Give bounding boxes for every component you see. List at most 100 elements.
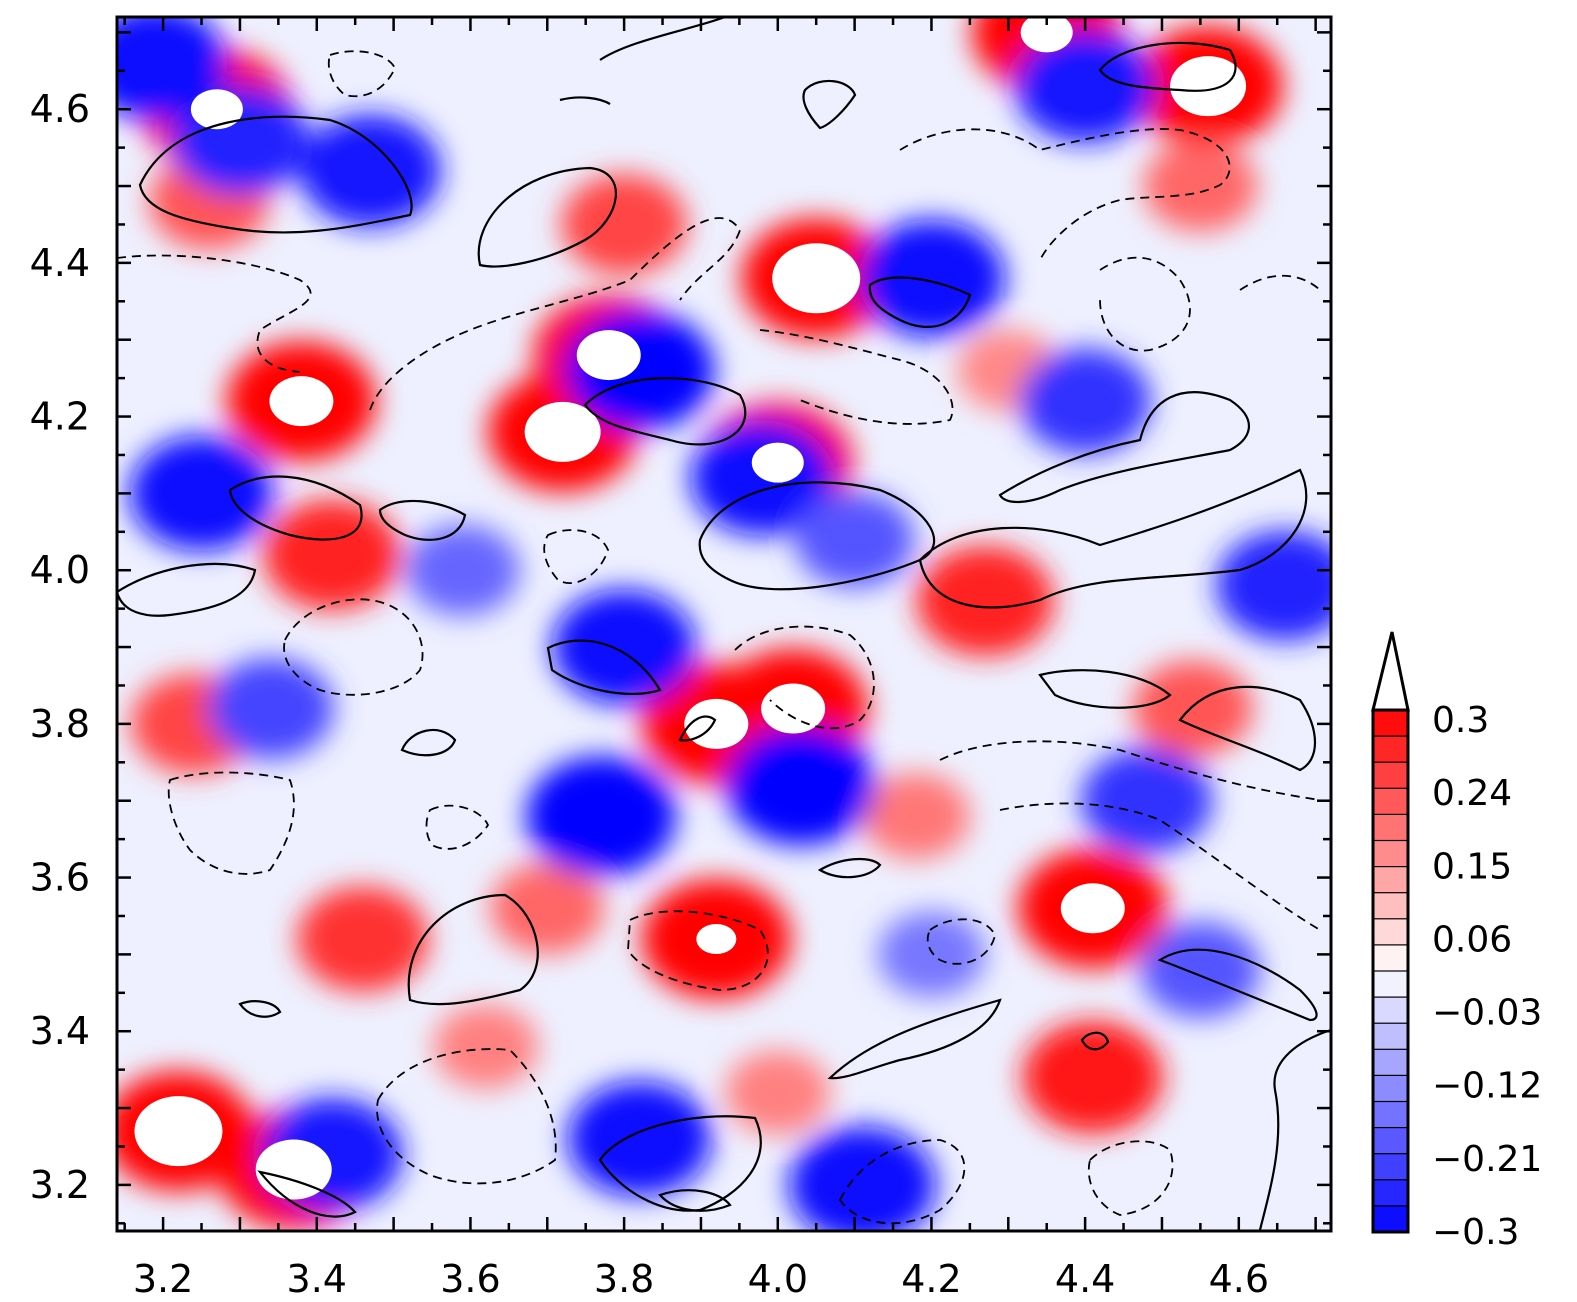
plot-frame: [115, 15, 1333, 1233]
colorbar-label: −0.12: [1432, 1066, 1542, 1107]
solid-contour: [868, 276, 972, 328]
field-blob: [405, 524, 520, 616]
dashed-contour: [283, 598, 424, 696]
solid-contour: [827, 998, 1002, 1080]
colorbar-label: −0.3: [1432, 1212, 1519, 1253]
colorbar-label: −0.03: [1432, 993, 1542, 1034]
solid-contour: [477, 166, 617, 268]
colorbar-swatch: [1372, 1048, 1409, 1077]
dashed-contour: [1239, 274, 1321, 291]
colorbar-swatch: [1372, 1126, 1409, 1155]
dashed-contour: [926, 918, 996, 965]
solid-contour: [598, 1115, 762, 1212]
plot-area: [117, 17, 1331, 1231]
solid-contour: [802, 79, 857, 130]
solid-contour: [1157, 948, 1318, 1022]
dashed-contour: [167, 771, 295, 875]
saturated-peak: [684, 698, 749, 749]
y-tick-label: 4.0: [30, 548, 90, 592]
field-blob: [862, 772, 971, 860]
colorbar-swatch: [1372, 1022, 1409, 1051]
saturated-peak: [1060, 883, 1125, 934]
saturated-peak: [1020, 17, 1073, 53]
solid-contour: [257, 1170, 357, 1218]
saturated-peak: [751, 442, 804, 483]
saturated-peak: [269, 376, 334, 427]
colorbar-swatch: [1372, 1153, 1409, 1181]
solid-contour: [817, 857, 882, 879]
solid-contour: [658, 1189, 732, 1212]
saturated-peak: [1170, 56, 1247, 117]
dashed-contour-lines: [117, 50, 1321, 1225]
field-blob: [1019, 348, 1152, 454]
colorbar-frame: [1371, 708, 1410, 1234]
colorbar-label: 0.15: [1432, 846, 1512, 887]
colorbar-swatch: [1372, 996, 1409, 1025]
field-blob: [1014, 29, 1156, 143]
solid-contour: [698, 481, 936, 591]
dashed-contour: [1087, 1140, 1174, 1216]
y-tick-label: 4.2: [30, 395, 90, 439]
colorbar-label: 0.3: [1432, 700, 1489, 741]
colorbar-swatch: [1372, 918, 1409, 946]
field-blob: [1143, 140, 1258, 232]
contour-lines: [117, 17, 1331, 1231]
dashed-contour: [939, 740, 1321, 931]
solid-contour: [1080, 1031, 1110, 1051]
x-tick-label: 4.4: [1055, 1257, 1115, 1301]
colorbar-swatch: [1372, 970, 1409, 999]
solid-contour: [546, 639, 662, 696]
y-tick-label: 4.4: [30, 241, 90, 285]
dashed-contour: [899, 128, 1231, 261]
solid-contour: [238, 1000, 282, 1018]
field-blob: [788, 1126, 936, 1231]
field-blob: [296, 886, 429, 992]
dashed-contour: [734, 625, 875, 730]
field-blob: [561, 174, 688, 275]
dashed-contour: [376, 1048, 557, 1185]
x-tick-label: 4.2: [901, 1257, 961, 1301]
dashed-contour: [117, 254, 312, 373]
dashed-contour: [543, 529, 609, 585]
solid-contour: [559, 17, 726, 105]
solid-contour: [1098, 41, 1237, 92]
colorbar-swatch: [1372, 787, 1409, 816]
field-blob: [1022, 1020, 1164, 1134]
x-tick-label: 3.4: [287, 1257, 347, 1301]
field-blob: [129, 435, 274, 551]
colorbar-swatch: [1372, 892, 1409, 920]
solid-contour: [1038, 669, 1172, 709]
saturated-peaks-layer: [134, 17, 1247, 1200]
field-blob: [725, 1050, 831, 1135]
colorbar-swatch: [1372, 761, 1409, 790]
colorbar-swatch: [1372, 735, 1409, 764]
x-tick-label: 3.8: [594, 1257, 654, 1301]
colorbar-swatch: [1372, 813, 1409, 842]
field-blob: [490, 862, 605, 954]
field-blob: [433, 1004, 539, 1089]
y-tick-label: 3.2: [30, 1163, 90, 1207]
field-layer: [117, 17, 1331, 1231]
field-blob: [567, 1081, 712, 1197]
field-blob: [552, 589, 697, 705]
x-tick-label: 3.2: [133, 1257, 193, 1301]
colorbar-labels: 0.3 0.24 0.15 0.06 −0.03 −0.12 −0.21 −0.3: [1432, 700, 1542, 1253]
field-blob: [1215, 530, 1331, 641]
field-blob: [725, 725, 876, 846]
colorbar-swatch: [1372, 1179, 1409, 1208]
field-blob: [857, 219, 1005, 338]
saturated-peak: [190, 89, 243, 130]
colorbar-swatch: [1372, 1074, 1409, 1103]
solid-contour: [918, 468, 1308, 609]
solid-contour: [1258, 1028, 1331, 1231]
field-blob: [1140, 921, 1261, 1018]
solid-contour: [1178, 685, 1317, 772]
solid-contour: [998, 391, 1251, 504]
saturated-peak: [772, 243, 861, 314]
colorbar-swatch: [1372, 944, 1409, 973]
dashed-contour: [1099, 256, 1191, 352]
field-blob: [526, 756, 677, 877]
x-axis-ticks: [123, 17, 1317, 1231]
solid-contour: [138, 115, 413, 234]
